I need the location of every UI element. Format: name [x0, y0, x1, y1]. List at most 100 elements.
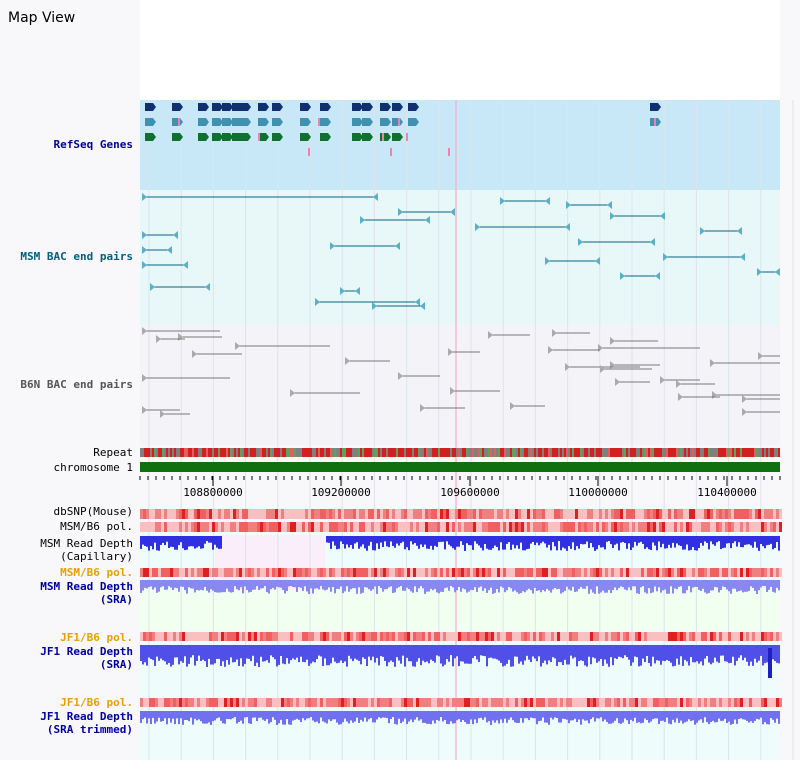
- jf1-depth-trim-bar: [376, 711, 378, 720]
- repeat-segment: [396, 448, 398, 457]
- repeat-segment: [532, 448, 534, 457]
- msm-b6-pol-cell: [698, 522, 701, 532]
- track-label-repeat[interactable]: Repeat: [93, 446, 133, 459]
- repeat-segment: [428, 448, 430, 457]
- jf1-depth-sra-bar: [150, 645, 152, 659]
- repeat-segment: [250, 448, 252, 457]
- gene-glyph: [392, 103, 403, 111]
- track-label-jf1-depth-trim-1[interactable]: JF1 Read Depth: [40, 710, 133, 723]
- repeat-segment: [530, 448, 532, 457]
- repeat-segment: [456, 448, 458, 457]
- jf1-depth-sra-bar: [386, 645, 388, 667]
- dbsnp-cell: [341, 509, 344, 519]
- jf1-depth-trim-bar: [768, 711, 770, 725]
- msm-depth-cap-bar: [728, 536, 730, 544]
- msm-depth-cap-bar: [140, 536, 142, 549]
- jf1-depth-trim-bar: [370, 711, 372, 718]
- msm-depth-cap-bar: [362, 536, 364, 545]
- jf1-depth-trim-bar: [238, 711, 240, 723]
- msm-depth-sra-bar: [354, 580, 356, 589]
- track-label-msm-depth-cap-1[interactable]: MSM Read Depth: [40, 537, 133, 550]
- jf1-b6-pol2-cell: [458, 698, 461, 707]
- jf1-b6-pol2-cell: [488, 698, 491, 707]
- msm-depth-cap-bar: [710, 536, 712, 542]
- track-label-msm-b6-pol-2[interactable]: MSM/B6 pol.: [60, 566, 133, 579]
- msm-depth-cap-bar: [634, 536, 636, 542]
- chromosome-ideogram[interactable]: [530, 53, 728, 63]
- jf1-b6-pol2-cell: [626, 698, 629, 707]
- dbsnp-cell: [770, 509, 773, 519]
- msm-b6-pol2-cell: [269, 568, 272, 577]
- jf1-b6-pol2-cell: [605, 698, 608, 707]
- track-label-refseq[interactable]: RefSeq Genes: [53, 138, 133, 151]
- jf1-b6-pol-cell: [656, 632, 659, 641]
- jf1-b6-pol2-cell: [749, 698, 752, 707]
- track-label-chromosome[interactable]: chromosome 1: [53, 461, 133, 474]
- dbsnp-cell: [353, 509, 356, 519]
- msm-depth-sra-bar: [214, 580, 216, 593]
- msm-depth-sra-bar: [400, 580, 402, 587]
- msm-b6-pol2-cell: [644, 568, 647, 577]
- msm-depth-cap-bar: [714, 536, 716, 546]
- repeat-segment: [712, 448, 714, 457]
- msm-depth-cap-bar: [722, 536, 724, 549]
- msm-depth-cap-bar: [576, 536, 578, 547]
- msm-depth-cap-bar: [198, 536, 200, 547]
- msm-depth-sra-bar: [250, 580, 252, 592]
- jf1-depth-trim-bar: [668, 711, 670, 724]
- msm-depth-cap-bar: [594, 536, 596, 551]
- dbsnp-cell: [560, 509, 563, 519]
- track-label-b6n-bac[interactable]: B6N BAC end pairs: [20, 378, 133, 391]
- jf1-depth-trim-bar: [454, 711, 456, 724]
- msm-depth-sra-bar: [346, 580, 348, 587]
- msm-b6-pol2-cell: [443, 568, 446, 577]
- jf1-depth-trim-bar: [740, 711, 742, 719]
- jf1-b6-pol-cell: [380, 632, 383, 641]
- jf1-b6-pol2-cell: [356, 698, 359, 707]
- jf1-b6-pol2-cell: [647, 698, 650, 707]
- repeat-segment: [392, 448, 394, 457]
- jf1-depth-sra-bar: [306, 645, 308, 660]
- msm-depth-cap-bar: [152, 536, 154, 550]
- repeat-segment: [566, 448, 568, 457]
- jf1-b6-pol2-cell: [503, 698, 506, 707]
- track-label-jf1-depth-sra-1[interactable]: JF1 Read Depth: [40, 645, 133, 658]
- msm-depth-sra-bar: [710, 580, 712, 591]
- jf1-depth-sra-bar: [354, 645, 356, 659]
- track-label-msm-bac[interactable]: MSM BAC end pairs: [20, 250, 133, 263]
- jf1-b6-pol2-cell: [644, 698, 647, 707]
- repeat-segment: [286, 448, 288, 457]
- repeat-segment: [600, 448, 602, 457]
- jf1-depth-sra-bar: [778, 645, 780, 664]
- msm-depth-sra-bar: [402, 580, 404, 591]
- jf1-b6-pol2-cell: [413, 698, 416, 707]
- jf1-depth-sra-bar: [196, 645, 198, 661]
- track-label-jf1-b6-pol-2[interactable]: JF1/B6 pol.: [60, 696, 133, 709]
- jf1-b6-pol-cell: [284, 632, 287, 641]
- jf1-depth-trim-bar: [702, 711, 704, 723]
- dbsnp-cell: [725, 509, 728, 519]
- msm-b6-pol-cell: [710, 522, 713, 532]
- track-label-dbsnp[interactable]: dbSNP(Mouse): [53, 505, 133, 518]
- track-label-msm-b6-pol-1[interactable]: MSM/B6 pol.: [60, 520, 133, 533]
- msm-b6-pol-cell: [449, 522, 452, 532]
- jf1-b6-pol2-cell: [167, 698, 170, 707]
- dbsnp-cell: [617, 509, 620, 519]
- msm-b6-pol2-cell: [704, 568, 707, 577]
- msm-b6-pol2-cell: [500, 568, 503, 577]
- jf1-depth-sra-bar: [454, 645, 456, 659]
- track-label-msm-depth-sra-1[interactable]: MSM Read Depth: [40, 580, 133, 593]
- msm-depth-cap-bar: [556, 536, 558, 551]
- msm-depth-sra-bar: [326, 580, 328, 590]
- gene-glyph: [232, 133, 243, 141]
- repeat-segment: [150, 448, 152, 457]
- msm-b6-pol-cell: [170, 522, 173, 532]
- jf1-b6-pol-cell: [710, 632, 713, 641]
- dbsnp-cell: [191, 509, 194, 519]
- repeat-segment: [636, 448, 638, 457]
- dbsnp-cell: [719, 509, 722, 519]
- jf1-b6-pol2-cell: [233, 698, 236, 707]
- track-label-jf1-b6-pol-1[interactable]: JF1/B6 pol.: [60, 631, 133, 644]
- msm-b6-pol-cell: [212, 522, 215, 532]
- jf1-b6-pol2-cell: [650, 698, 653, 707]
